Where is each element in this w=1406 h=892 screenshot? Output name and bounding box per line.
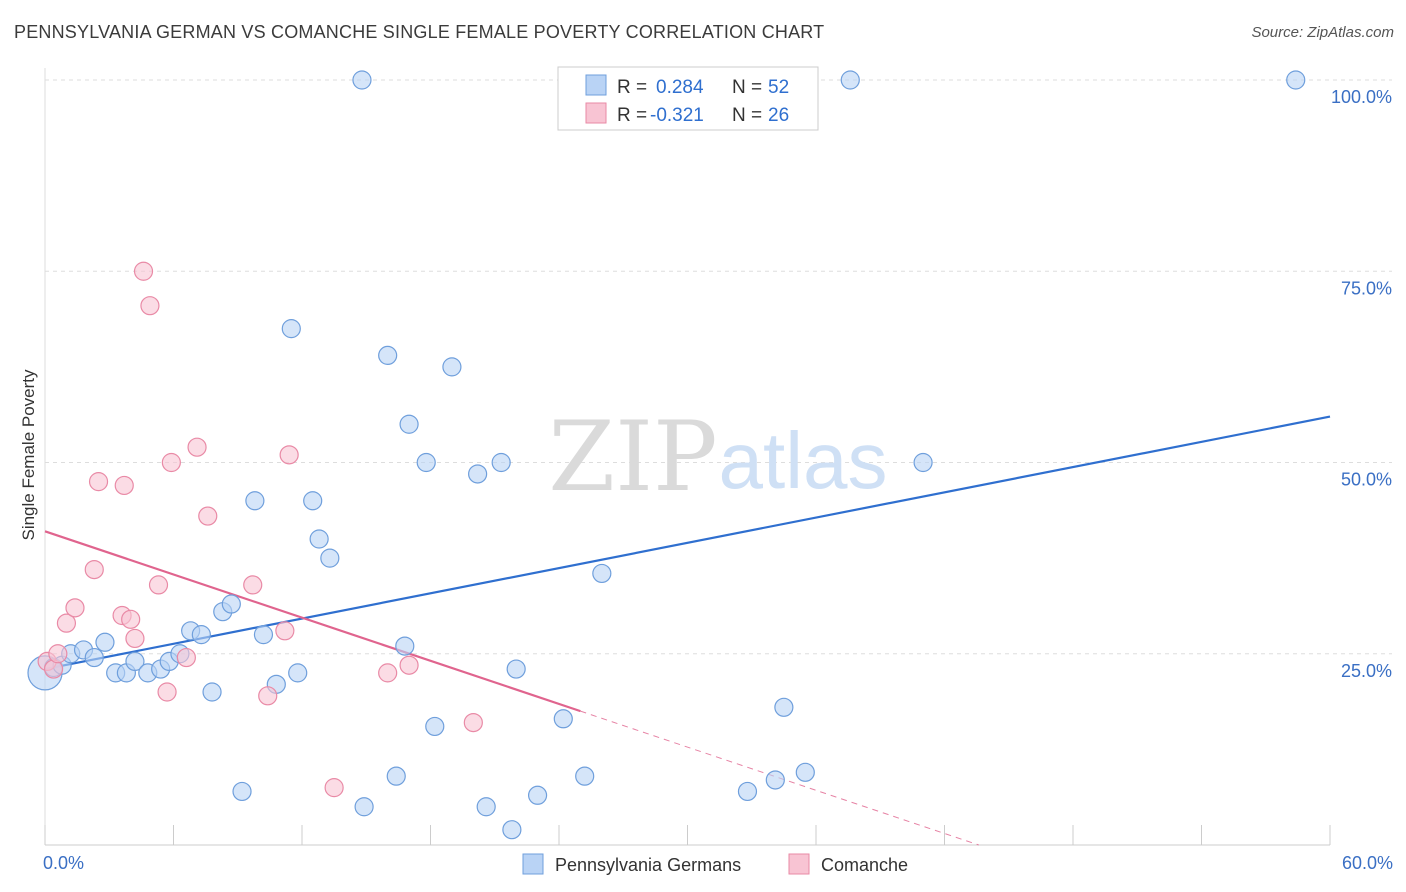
point-comanche	[88, 472, 109, 492]
point-pennsylvania-germans	[399, 414, 419, 434]
point-pennsylvania-germans	[281, 319, 301, 339]
point-pennsylvania-germans	[502, 820, 522, 840]
point-comanche	[125, 628, 145, 649]
legend-swatch-pink	[585, 102, 607, 124]
legend-n-value-1: 52	[768, 77, 789, 98]
point-comanche	[198, 506, 218, 526]
point-comanche	[378, 663, 398, 683]
point-pennsylvania-germans	[95, 632, 115, 652]
legend-n-label-1: N =	[732, 77, 762, 98]
point-comanche	[84, 559, 104, 580]
point-comanche	[140, 296, 160, 316]
point-pennsylvania-germans	[288, 663, 308, 683]
point-comanche	[176, 647, 196, 668]
y-tick-label: 25.0%	[1341, 661, 1392, 681]
point-pennsylvania-germans	[245, 491, 265, 511]
point-pennsylvania-germans	[320, 548, 340, 568]
point-pennsylvania-germans	[592, 563, 612, 584]
point-pennsylvania-germans	[774, 697, 794, 717]
point-comanche	[161, 452, 181, 473]
point-pennsylvania-germans	[840, 70, 860, 90]
point-pennsylvania-germans	[232, 781, 252, 802]
watermark-zip: ZIP	[548, 401, 717, 513]
y-tick-label: 75.0%	[1341, 278, 1392, 298]
point-pennsylvania-germans	[737, 781, 758, 802]
point-pennsylvania-germans	[202, 682, 222, 702]
point-pennsylvania-germans	[1286, 70, 1306, 90]
point-pennsylvania-germans	[386, 766, 406, 786]
source-label: Source: ZipAtlas.com	[1251, 24, 1394, 41]
point-comanche	[243, 575, 263, 595]
point-pennsylvania-germans	[84, 647, 104, 668]
point-pennsylvania-germans	[795, 762, 815, 782]
point-comanche	[324, 778, 344, 798]
bottom-legend: Pennsylvania Germans Comanche	[522, 853, 908, 875]
point-comanche	[121, 609, 141, 629]
point-pennsylvania-germans	[553, 709, 573, 729]
point-comanche	[157, 682, 177, 702]
chart-title: PENNSYLVANIA GERMAN VS COMANCHE SINGLE F…	[14, 22, 825, 42]
point-comanche	[279, 445, 299, 465]
bottom-legend-swatch-pink	[788, 853, 810, 875]
top-legend: R = 0.284 N = 52 R = -0.321 N = 26	[557, 66, 819, 131]
legend-r-value-2: -0.321	[650, 105, 704, 126]
legend-r-label-2: R =	[617, 105, 647, 126]
point-pennsylvania-germans	[395, 636, 415, 656]
point-comanche	[463, 712, 483, 733]
x-tick-label-max: 60.0%	[1342, 853, 1393, 873]
point-pennsylvania-germans	[221, 594, 241, 614]
x-tick-label-min: 0.0%	[43, 853, 84, 873]
y-tick-label: 50.0%	[1341, 470, 1392, 490]
y-tick-label: 100.0%	[1331, 87, 1392, 107]
bottom-legend-swatch-blue	[522, 853, 544, 875]
point-pennsylvania-germans	[125, 651, 145, 672]
point-comanche	[65, 598, 85, 618]
point-pennsylvania-germans	[425, 716, 445, 737]
point-pennsylvania-germans	[309, 529, 329, 549]
axis-layer: 25.0% 50.0% 75.0% 100.0% 0.0% 60.0%	[43, 68, 1393, 873]
point-comanche	[48, 644, 68, 664]
point-pennsylvania-germans	[352, 70, 372, 90]
point-comanche	[275, 621, 295, 641]
point-comanche	[56, 613, 77, 633]
point-pennsylvania-germans	[527, 785, 548, 805]
point-comanche	[187, 437, 207, 457]
point-pennsylvania-germans	[765, 770, 785, 790]
watermark-atlas: atlas	[719, 416, 888, 505]
point-pennsylvania-germans	[303, 491, 323, 511]
point-pennsylvania-germans	[253, 625, 274, 645]
point-pennsylvania-germans	[468, 464, 488, 484]
point-comanche	[148, 575, 169, 595]
point-pennsylvania-germans	[191, 625, 211, 645]
point-pennsylvania-germans	[506, 659, 526, 679]
point-pennsylvania-germans	[442, 357, 462, 377]
point-comanche	[399, 655, 419, 675]
point-pennsylvania-germans	[575, 766, 595, 786]
bottom-legend-label-blue: Pennsylvania Germans	[555, 855, 741, 875]
point-comanche	[114, 475, 134, 496]
point-pennsylvania-germans	[491, 452, 511, 473]
point-comanche	[133, 261, 154, 281]
point-pennsylvania-germans	[416, 452, 436, 473]
legend-n-value-2: 26	[768, 105, 789, 126]
point-pennsylvania-germans	[354, 797, 374, 817]
point-pennsylvania-germans	[913, 452, 933, 473]
bottom-legend-label-pink: Comanche	[821, 855, 908, 875]
points-layer	[27, 70, 1306, 840]
trend-line-comanche	[44, 530, 581, 713]
legend-n-label-2: N =	[732, 105, 762, 126]
legend-swatch-blue	[585, 74, 607, 96]
legend-r-value-1: 0.284	[656, 77, 704, 98]
point-comanche	[258, 686, 278, 706]
y-axis-title: Single Female Poverty	[19, 369, 38, 541]
point-pennsylvania-germans	[378, 345, 398, 365]
watermark: ZIP atlas	[548, 401, 887, 513]
legend-r-label-1: R =	[617, 77, 647, 98]
point-pennsylvania-germans	[476, 797, 496, 817]
grid-layer	[45, 79, 1392, 655]
